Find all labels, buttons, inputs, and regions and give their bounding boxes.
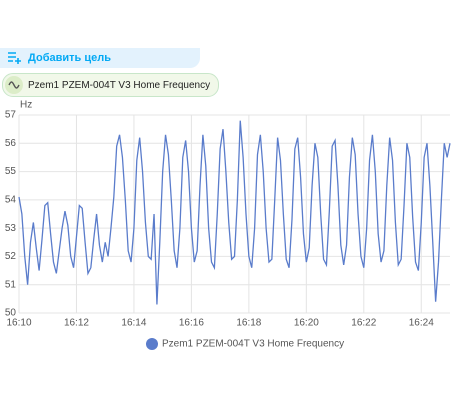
series-line xyxy=(18,120,451,305)
legend-swatch xyxy=(146,338,158,350)
add-icon xyxy=(8,52,21,64)
x-tick-label: 16:24 xyxy=(409,318,434,329)
x-tick-label: 16:16 xyxy=(179,318,204,329)
y-tick-label: 51 xyxy=(5,279,17,290)
add-target-label: Добавить цель xyxy=(28,52,111,64)
add-target-button[interactable]: Добавить цель xyxy=(0,48,200,68)
chip-label: Pzem1 PZEM-004T V3 Home Frequency xyxy=(28,79,211,91)
entity-chip[interactable]: Pzem1 PZEM-004T V3 Home Frequency xyxy=(2,73,220,97)
y-axis-unit: Hz xyxy=(20,100,32,111)
x-tick-label: 16:14 xyxy=(121,318,146,329)
chip-icon xyxy=(5,76,23,94)
y-tick-label: 50 xyxy=(5,308,17,319)
x-tick-label: 16:20 xyxy=(294,318,319,329)
y-tick-label: 54 xyxy=(5,194,17,205)
x-tick-label: 16:18 xyxy=(236,318,261,329)
y-tick-label: 53 xyxy=(5,223,17,234)
x-tick-label: 16:10 xyxy=(6,318,31,329)
x-tick-label: 16:12 xyxy=(64,318,89,329)
x-tick-label: 16:22 xyxy=(351,318,376,329)
y-tick-label: 57 xyxy=(5,110,17,121)
legend-label: Pzem1 PZEM-004T V3 Home Frequency xyxy=(162,339,344,350)
y-tick-label: 55 xyxy=(5,166,17,177)
y-tick-label: 56 xyxy=(5,138,17,149)
y-tick-label: 52 xyxy=(5,251,17,262)
